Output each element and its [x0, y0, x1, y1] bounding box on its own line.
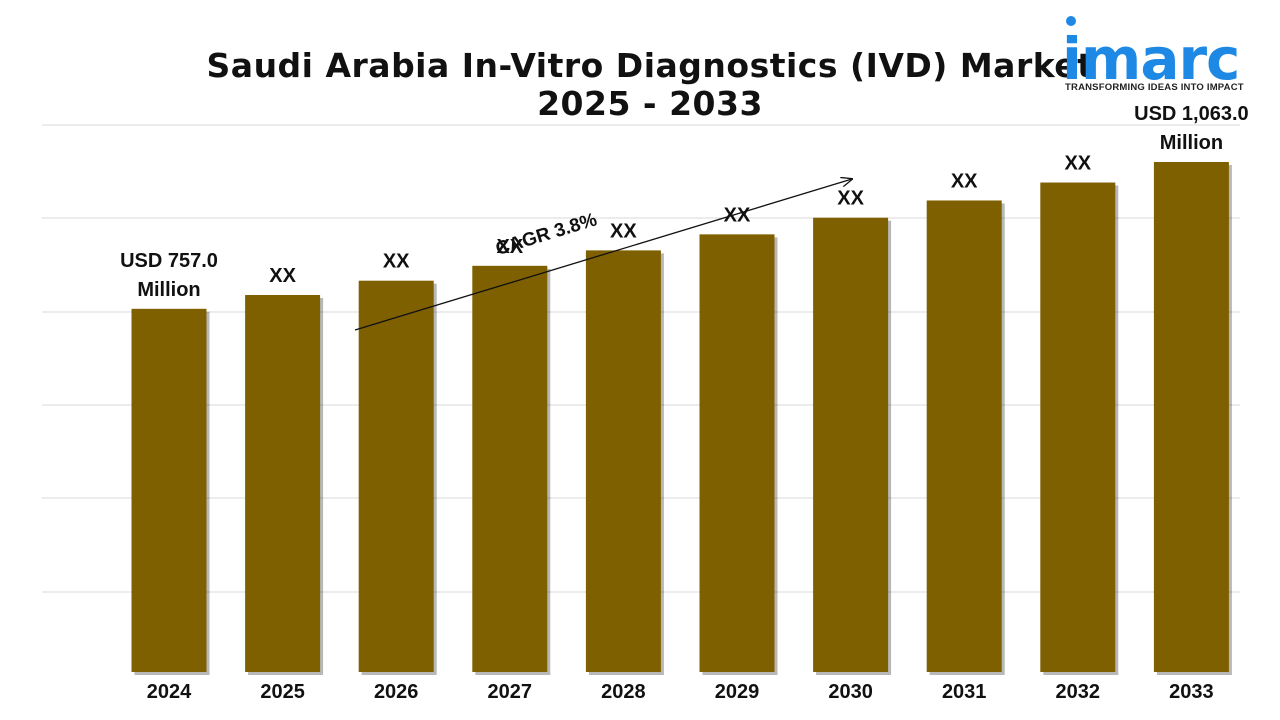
bars [131, 162, 1232, 676]
x-tick-2025: 2025 [260, 681, 305, 703]
x-tick-2027: 2027 [488, 681, 533, 703]
bar-2031 [926, 200, 1002, 672]
x-tick-2032: 2032 [1056, 681, 1101, 703]
bar-2030 [813, 217, 889, 672]
chart-title-line1: Saudi Arabia In-Vitro Diagnostics (IVD) … [206, 46, 1094, 85]
bar-2032 [1040, 182, 1116, 672]
x-tick-2024: 2024 [147, 681, 192, 703]
data-label-2028: XX [610, 220, 637, 242]
data-labels: USD 757.0 Million XX XX XX XX XX XX XX XX USD 1,06… [120, 103, 1249, 301]
x-tick-2033: 2033 [1169, 681, 1214, 703]
bar-2024 [131, 308, 207, 672]
bar-2027 [472, 265, 548, 672]
data-label-2030: XX [837, 188, 864, 210]
cagr-label: CAGR 3.8% [493, 209, 599, 260]
x-tick-2028: 2028 [601, 681, 646, 703]
data-label-2025: XX [269, 265, 296, 287]
logo-wordmark: imarc [1062, 25, 1240, 93]
x-tick-2030: 2030 [828, 681, 873, 703]
data-label-2031: XX [951, 170, 978, 192]
bar-2026 [358, 280, 434, 672]
data-label-2032: XX [1064, 153, 1091, 175]
bar-2025 [245, 294, 321, 672]
data-label-2029: XX [724, 204, 751, 226]
chart-title: Saudi Arabia In-Vitro Diagnostics (IVD) … [120, 47, 1180, 123]
data-label-2024: Million [137, 279, 200, 301]
cagr-arrow [354, 179, 852, 331]
imarc-logo: imarc TRANSFORMING IDEAS INTO IMPACT [1062, 14, 1252, 94]
logo-dot-icon [1066, 16, 1076, 26]
data-label-2027: XX [496, 236, 523, 258]
x-tick-labels: 2024 2025 2026 2027 2028 2029 2030 2031 2032 2033 [147, 681, 1214, 703]
x-tick-2031: 2031 [942, 681, 987, 703]
bar-2028 [585, 250, 661, 673]
data-label-2033: USD 1,063.0 [1134, 103, 1249, 125]
data-label-2024: USD 757.0 [120, 250, 218, 272]
bar-2029 [699, 234, 775, 672]
data-label-2026: XX [383, 251, 410, 273]
bar-2033 [1153, 162, 1229, 672]
chart-title-line2: 2025 - 2033 [537, 84, 763, 123]
x-tick-2026: 2026 [374, 681, 419, 703]
logo-tagline: TRANSFORMING IDEAS INTO IMPACT [1065, 82, 1244, 93]
x-tick-2029: 2029 [715, 681, 760, 703]
data-label-2033: Million [1160, 132, 1223, 154]
